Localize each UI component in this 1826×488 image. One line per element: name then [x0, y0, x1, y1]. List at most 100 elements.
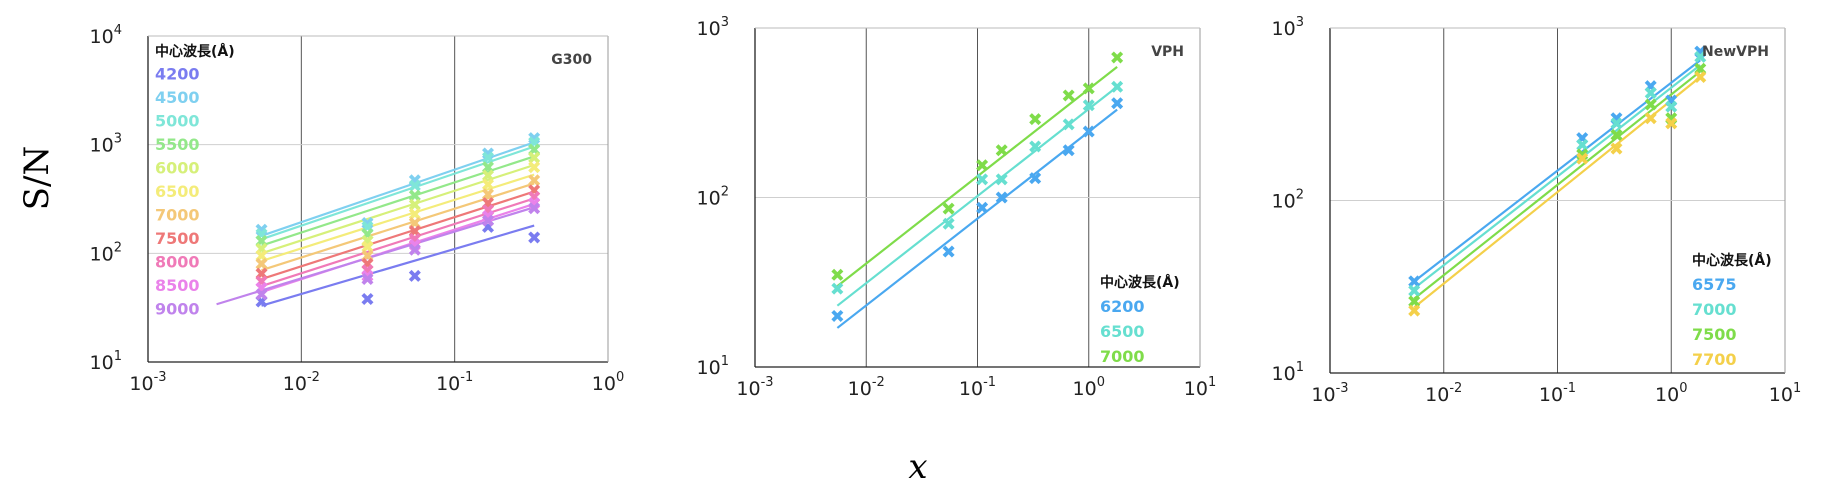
- data-point-7000: [1644, 86, 1657, 99]
- x-axis-label: x: [908, 447, 927, 487]
- x-tick-label: 10-2: [1425, 381, 1462, 406]
- data-point-6200: [1111, 97, 1124, 110]
- data-point-7000: [995, 144, 1008, 157]
- fit-line-6000: [261, 163, 535, 255]
- data-point-6200: [1062, 144, 1075, 157]
- fit-line-5500: [261, 155, 535, 247]
- x-tick-label: 100: [592, 370, 624, 395]
- data-point-7000: [1111, 51, 1124, 64]
- data-point-9000: [255, 288, 268, 301]
- legend-item-4200: 4200: [155, 65, 200, 84]
- legend-item-5500: 5500: [155, 135, 200, 154]
- x-tick-label: 10-1: [959, 375, 996, 400]
- data-point-7000: [976, 159, 989, 172]
- data-point-6500: [976, 173, 989, 186]
- data-point-7700: [1408, 304, 1421, 317]
- legend-item-6200: 6200: [1100, 297, 1145, 316]
- legend-item-8500: 8500: [155, 276, 200, 295]
- data-point-4200: [528, 231, 541, 244]
- legend-item-7500: 7500: [1692, 325, 1737, 344]
- y-axis-label: S/N: [17, 146, 57, 211]
- data-point-7000: [942, 202, 955, 215]
- legend-item-7000: 7000: [155, 206, 200, 225]
- data-point-7000: [1694, 50, 1707, 63]
- data-point-6500: [1029, 140, 1042, 153]
- x-tick-label: 10-3: [736, 375, 773, 400]
- x-tick-label: 100: [1073, 375, 1105, 400]
- panel-vph: 10-3 10-2 10-1 100 101 101 102 103 VPH 中心波長(Å) 620…: [697, 15, 1217, 400]
- legend-item-7500: 7500: [155, 229, 200, 248]
- legend-title: 中心波長(Å): [1100, 274, 1180, 291]
- fit-line-9000: [216, 206, 535, 306]
- data-point-9000: [528, 202, 541, 215]
- fit-line-8000: [261, 197, 535, 288]
- y-tick-label: 102: [90, 240, 122, 265]
- data-point-6200: [831, 309, 844, 322]
- y-tick-label: 103: [1272, 15, 1304, 40]
- y-tick-label: 101: [1272, 360, 1304, 385]
- panel-title: G300: [551, 52, 592, 68]
- data-point-7000: [1408, 284, 1421, 297]
- panel-title: VPH: [1151, 44, 1184, 60]
- data-point-6500: [1111, 80, 1124, 93]
- data-point-7000: [1665, 100, 1678, 113]
- data-point-7000: [831, 268, 844, 281]
- data-point-6200: [1082, 125, 1095, 138]
- data-point-6500: [361, 240, 374, 253]
- legend-item-7000: 7000: [1100, 347, 1145, 366]
- data-point-9000: [361, 273, 374, 286]
- data-point-6000: [408, 198, 421, 211]
- panel-newvph: 10-3 10-2 10-1 100 101 101 102 103 NewVPH 中心波長(Å)…: [1272, 15, 1802, 406]
- data-point-6500: [831, 282, 844, 295]
- legend-title: 中心波長(Å): [155, 43, 235, 60]
- legend-item-4500: 4500: [155, 88, 200, 107]
- data-point-4200: [408, 269, 421, 282]
- data-point-5000: [482, 151, 495, 164]
- data-point-6500: [995, 173, 1008, 186]
- x-tick-label: 101: [1184, 375, 1216, 400]
- data-point-7000: [255, 257, 268, 270]
- data-point-7000: [482, 188, 495, 201]
- data-point-7000: [1082, 82, 1095, 95]
- y-tick-label: 103: [697, 15, 729, 40]
- data-point-5000: [408, 179, 421, 192]
- data-point-7700: [1644, 112, 1657, 125]
- data-point-6000: [528, 151, 541, 164]
- legend-item-6000: 6000: [155, 159, 200, 178]
- data-point-5500: [408, 189, 421, 202]
- data-point-9000: [482, 214, 495, 227]
- data-point-7700: [1610, 142, 1623, 155]
- data-point-6575: [1408, 275, 1421, 288]
- legend-item-7700: 7700: [1692, 350, 1737, 369]
- data-point-6500: [1062, 118, 1075, 131]
- data-point-6200: [976, 201, 989, 214]
- data-point-7500: [1610, 128, 1623, 141]
- fit-line-5000: [261, 145, 535, 241]
- x-tick-label: 101: [1769, 381, 1801, 406]
- data-point-7500: [1408, 295, 1421, 308]
- legend-item-7000: 7000: [1692, 300, 1737, 319]
- x-tick-label: 10-1: [436, 370, 473, 395]
- data-point-8500: [361, 269, 374, 282]
- data-point-6500: [482, 178, 495, 191]
- data-point-6500: [1082, 99, 1095, 112]
- data-point-6000: [482, 169, 495, 182]
- data-point-7500: [1644, 98, 1657, 111]
- legend-title: 中心波長(Å): [1692, 252, 1772, 269]
- y-tick-label: 101: [697, 354, 729, 379]
- fit-line-4200: [261, 224, 535, 307]
- data-point-6200: [1029, 172, 1042, 185]
- x-tick-label: 10-3: [129, 370, 166, 395]
- legend-item-6500: 6500: [155, 182, 200, 201]
- data-point-7700: [1694, 70, 1707, 83]
- y-tick-label: 104: [90, 23, 122, 48]
- data-point-7700: [1665, 117, 1678, 130]
- legend-item-5000: 5000: [155, 112, 200, 131]
- data-point-7000: [1029, 113, 1042, 126]
- panel-title: NewVPH: [1702, 44, 1769, 60]
- data-point-7000: [1062, 89, 1075, 102]
- data-point-6200: [942, 245, 955, 258]
- y-tick-label: 102: [697, 185, 729, 210]
- legend-item-9000: 9000: [155, 300, 200, 319]
